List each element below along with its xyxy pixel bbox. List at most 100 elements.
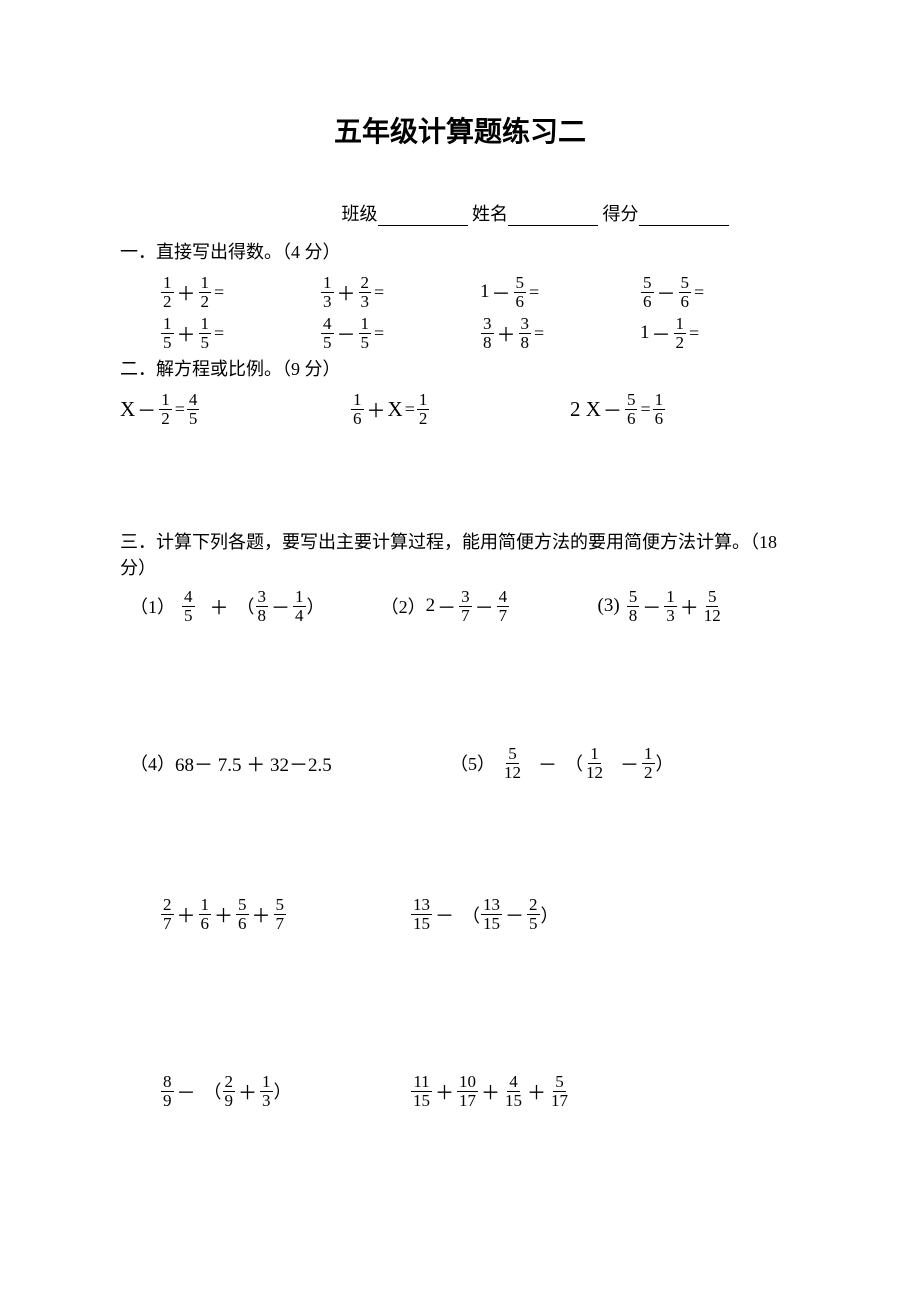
right-paren: ） <box>274 1078 292 1104</box>
fraction: 112 <box>584 745 605 782</box>
equals: = <box>692 282 705 303</box>
op-plus: ＋ <box>479 1078 502 1105</box>
equals: = <box>532 323 545 344</box>
s1-r1-c4: 56 － 56 = <box>640 274 800 311</box>
s1-r2-c3: 38 ＋ 38 = <box>480 315 640 352</box>
s2-eq2: 16 ＋ X = 12 <box>350 391 570 428</box>
op-plus: ＋ <box>525 1078 548 1105</box>
equals: = <box>372 282 385 303</box>
s1-row1: 12 ＋ 12 = 13 ＋ 23 = 1 － 56 = 56 － 56 = <box>120 274 800 311</box>
op-plus: ＋ <box>433 1078 456 1105</box>
fraction: 1115 <box>411 1073 432 1110</box>
integer: 1 <box>480 281 490 303</box>
right-paren: ） <box>541 902 559 928</box>
s3-p6: 27 ＋ 16 ＋ 56 ＋ 57 <box>120 896 410 933</box>
op-plus: ＋ <box>678 593 701 620</box>
s2-eq3: 2 X － 56 = 16 <box>570 391 790 428</box>
fraction: 12 <box>199 274 212 311</box>
op-minus: － <box>335 320 358 347</box>
s3-row3: 27 ＋ 16 ＋ 56 ＋ 57 1315 － （ 1315 － 25 ） <box>120 896 800 933</box>
problem-label: （5） <box>450 750 495 776</box>
fraction: 56 <box>514 274 527 311</box>
op-plus: ＋ <box>175 320 198 347</box>
fraction: 38 <box>256 588 269 625</box>
fraction: 57 <box>274 896 287 933</box>
section-1-heading: 一．直接写出得数。（4 分） <box>120 238 800 264</box>
s1-r2-c1: 15 ＋ 15 = <box>160 315 320 352</box>
variable-x: X <box>388 397 403 422</box>
s1-row2: 15 ＋ 15 = 45 － 15 = 38 ＋ 38 = 1 － 12 = <box>120 315 800 352</box>
s3-p3: (3) 58 － 13 ＋ 512 <box>598 588 800 625</box>
fraction: 45 <box>321 315 334 352</box>
expression: 68－ 7.5 ＋ 32－2.5 <box>175 750 332 777</box>
s1-r1-c2: 13 ＋ 23 = <box>320 274 480 311</box>
equals: = <box>638 399 651 420</box>
fraction: 29 <box>223 1073 236 1110</box>
student-info-line: 班级 姓名 得分 <box>120 200 800 226</box>
fraction: 38 <box>481 315 494 352</box>
fraction: 16 <box>351 391 364 428</box>
s3-row4: 89 － （ 29 ＋ 13 ） 1115 ＋ 1017 ＋ 415 ＋ 517 <box>120 1073 800 1110</box>
problem-label: （2） <box>381 593 426 619</box>
op-plus: ＋ <box>236 1078 259 1105</box>
equals: = <box>173 399 186 420</box>
op-minus: － <box>269 593 292 620</box>
page-title: 五年级计算题练习二 <box>120 110 800 150</box>
fraction: 13 <box>664 588 677 625</box>
fraction: 25 <box>527 896 540 933</box>
fraction: 517 <box>549 1073 570 1110</box>
score-label: 得分 <box>603 204 639 224</box>
fraction: 58 <box>627 588 640 625</box>
s3-p2: （2） 2 － 37 － 47 <box>381 588 598 625</box>
fraction: 15 <box>161 315 174 352</box>
fraction: 14 <box>293 588 306 625</box>
section-3-heading: 三．计算下列各题，要写出主要计算过程，能用简便方法的要用简便方法计算。（18 分… <box>120 528 800 580</box>
s3-row2: （4） 68－ 7.5 ＋ 32－2.5 （5） 512 － （ 112 － 1… <box>120 745 800 782</box>
s3-p1: （1） 45 ＋ （ 38 － 14 ） <box>120 588 381 625</box>
fraction: 13 <box>260 1073 273 1110</box>
op-minus: － <box>433 901 456 928</box>
s3-row1: （1） 45 ＋ （ 38 － 14 ） （2） 2 － 37 － 47 (3)… <box>120 588 800 625</box>
fraction: 56 <box>641 274 654 311</box>
fraction: 37 <box>459 588 472 625</box>
fraction: 27 <box>161 896 174 933</box>
op-minus: － <box>473 593 496 620</box>
equals: = <box>687 323 700 344</box>
fraction: 56 <box>236 896 249 933</box>
op-minus: － <box>135 396 158 423</box>
s3-p7: 1315 － （ 1315 － 25 ） <box>410 896 710 933</box>
s3-p5: （5） 512 － （ 112 － 12 ） <box>450 745 750 782</box>
fraction: 45 <box>182 588 195 625</box>
problem-label: （4） <box>130 750 175 776</box>
s1-r2-c4: 1 － 12 = <box>640 315 800 352</box>
fraction: 47 <box>497 588 510 625</box>
fraction: 12 <box>417 391 430 428</box>
s3-p9: 1115 ＋ 1017 ＋ 415 ＋ 517 <box>410 1073 710 1110</box>
op-minus: － <box>490 279 513 306</box>
equals: = <box>212 282 225 303</box>
op-minus: － <box>536 750 559 777</box>
s3-p4: （4） 68－ 7.5 ＋ 32－2.5 <box>120 745 450 782</box>
op-minus: － <box>650 320 673 347</box>
integer: 1 <box>640 322 650 344</box>
op-plus: ＋ <box>495 320 518 347</box>
op-plus: ＋ <box>365 396 388 423</box>
s2-row: X － 12 = 45 16 ＋ X = 12 2 X － 56 = 16 <box>120 391 800 428</box>
fraction: 16 <box>653 391 666 428</box>
op-plus: ＋ <box>335 279 358 306</box>
equals: = <box>372 323 385 344</box>
left-paren: （ <box>204 1078 222 1104</box>
op-plus: ＋ <box>175 901 198 928</box>
fraction: 12 <box>674 315 687 352</box>
s3-p8: 89 － （ 29 ＋ 13 ） <box>120 1073 410 1110</box>
fraction: 56 <box>625 391 638 428</box>
op-minus: － <box>655 279 678 306</box>
op-minus: － <box>435 593 458 620</box>
fraction: 13 <box>321 274 334 311</box>
op-minus: － <box>640 593 663 620</box>
fraction: 12 <box>161 274 174 311</box>
fraction: 38 <box>519 315 532 352</box>
class-blank <box>378 208 468 226</box>
fraction: 1017 <box>457 1073 478 1110</box>
variable-x: X <box>120 397 135 422</box>
